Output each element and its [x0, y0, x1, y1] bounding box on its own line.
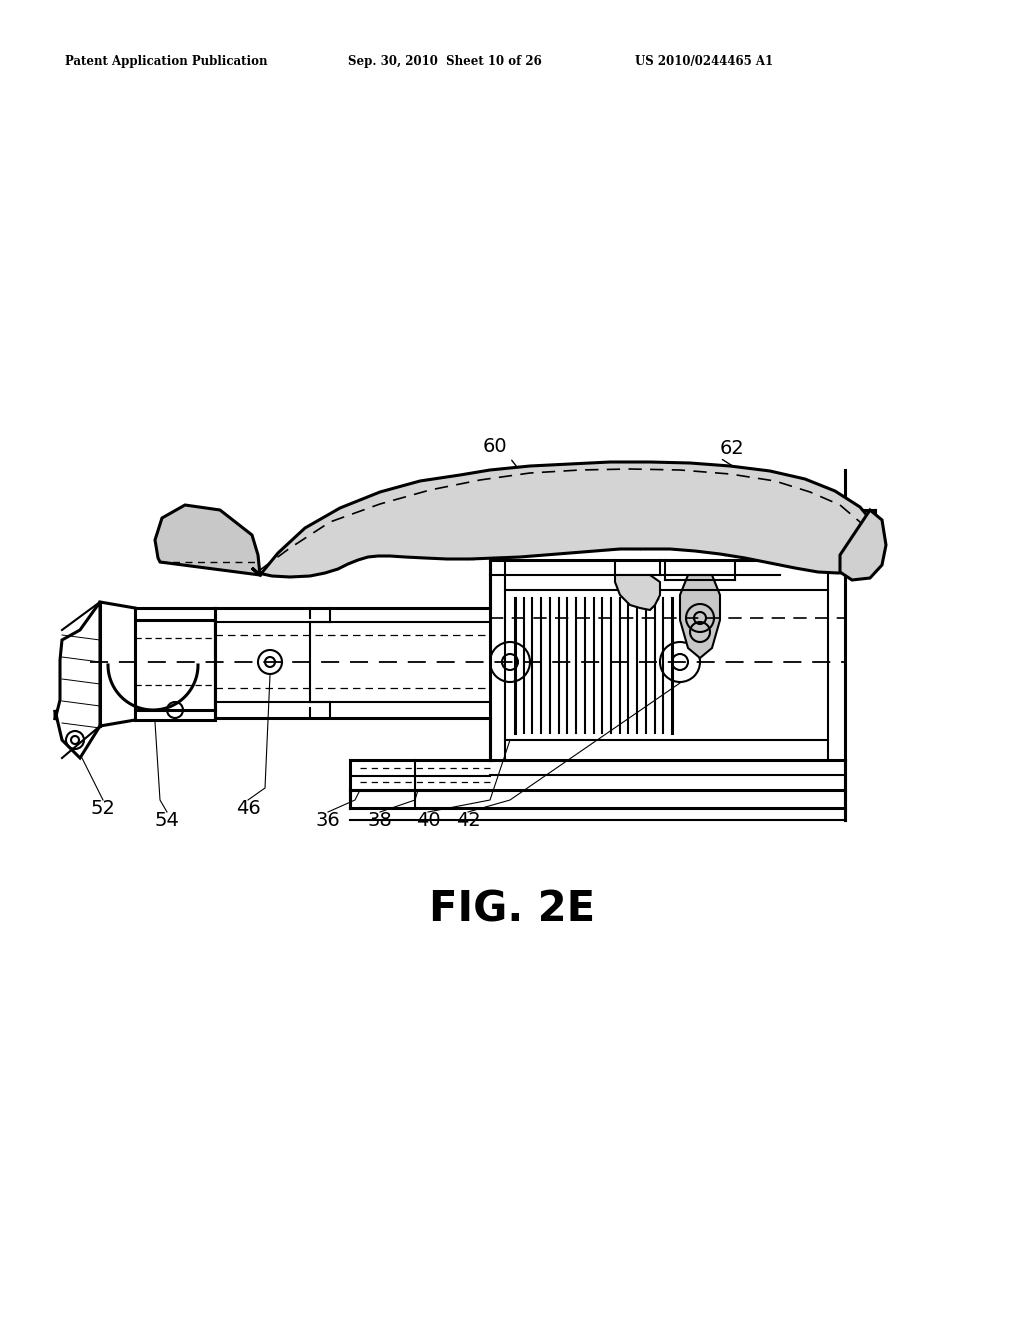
Text: 60: 60: [482, 437, 507, 455]
Text: FIG. 2E: FIG. 2E: [429, 888, 595, 931]
Polygon shape: [840, 510, 886, 579]
Polygon shape: [252, 462, 880, 577]
Text: 54: 54: [155, 810, 179, 829]
Text: 62: 62: [720, 438, 744, 458]
Text: Sep. 30, 2010  Sheet 10 of 26: Sep. 30, 2010 Sheet 10 of 26: [348, 55, 542, 69]
Text: 46: 46: [236, 799, 260, 817]
Polygon shape: [155, 506, 260, 576]
Text: US 2010/0244465 A1: US 2010/0244465 A1: [635, 55, 773, 69]
Polygon shape: [615, 576, 660, 610]
Text: 38: 38: [368, 810, 392, 829]
Text: 36: 36: [315, 810, 340, 829]
Text: Patent Application Publication: Patent Application Publication: [65, 55, 267, 69]
Text: 52: 52: [90, 799, 116, 817]
Polygon shape: [680, 576, 720, 657]
Text: 40: 40: [416, 810, 440, 829]
Text: 42: 42: [456, 810, 480, 829]
